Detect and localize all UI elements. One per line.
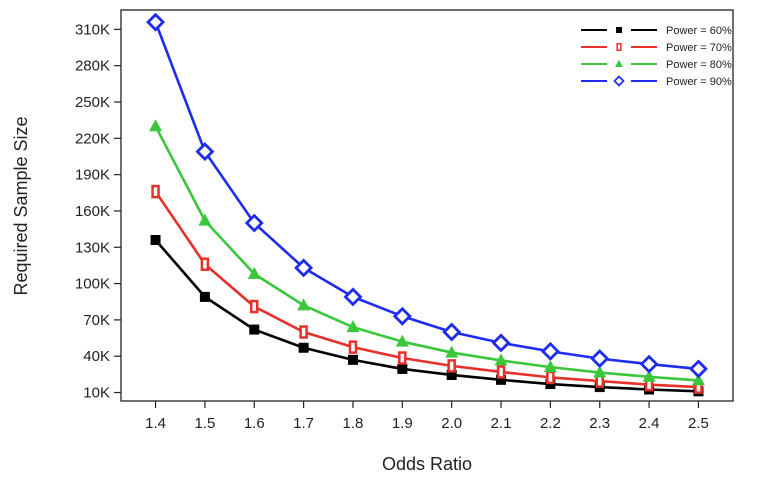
y-tick-label: 70K: [83, 312, 110, 329]
data-point: [540, 341, 560, 361]
data-point: [445, 345, 459, 358]
x-tick-label: 2.3: [589, 415, 610, 432]
legend-item: Power = 70%: [581, 41, 732, 54]
legend-item: Power = 90%: [581, 75, 732, 88]
legend-label: Power = 90%: [666, 76, 732, 88]
data-point: [398, 351, 407, 365]
x-tick-label: 1.6: [244, 415, 265, 432]
legend-marker: [616, 42, 622, 52]
legend-item: Power = 80%: [581, 58, 732, 71]
x-tick-label: 2.5: [688, 415, 709, 432]
data-point: [491, 333, 511, 353]
data-point: [244, 213, 264, 233]
legend-item: Power = 60%: [581, 24, 732, 37]
data-point: [392, 306, 412, 326]
series-4: [146, 12, 708, 379]
series-line: [154, 190, 699, 389]
y-tick-label: 250K: [75, 94, 110, 111]
data-point: [195, 142, 215, 162]
x-tick-label: 2.1: [491, 415, 512, 432]
y-axis: 10K 40K 70K 100K 130K 160K 190K 220K 250K 280K 310…: [75, 21, 121, 402]
legend-label: Power = 60%: [666, 25, 732, 37]
data-point: [294, 258, 314, 278]
x-axis-title: Odds Ratio: [382, 454, 472, 474]
data-point: [348, 340, 358, 354]
data-point: [250, 299, 259, 314]
data-point: [249, 324, 260, 335]
legend-marker: [615, 59, 623, 67]
legend-label: Power = 80%: [666, 59, 732, 71]
series-line: [154, 125, 699, 382]
x-tick-label: 1.7: [293, 415, 314, 432]
data-point: [395, 334, 409, 347]
data-point: [494, 353, 508, 366]
data-point: [691, 373, 705, 386]
y-tick-label: 10K: [83, 385, 110, 402]
plot-frame: [120, 9, 734, 402]
x-tick-label: 2.0: [441, 415, 462, 432]
data-point: [150, 235, 161, 245]
x-tick-label: 1.5: [194, 415, 215, 432]
y-axis-title: Required Sample Size: [11, 116, 31, 295]
data-point: [149, 119, 163, 132]
x-tick-label: 1.9: [392, 415, 413, 432]
data-point: [496, 365, 506, 379]
data-point: [347, 354, 358, 365]
x-axis: 1.4 1.5 1.6 1.7 1.8 1.9 2.0 2.1 2.2 2.3 2.4 2.5: [145, 401, 709, 432]
series-line: [154, 239, 699, 393]
legend-marker: [613, 75, 625, 87]
x-tick-label: 2.2: [540, 415, 561, 432]
data-point: [642, 369, 656, 382]
data-point: [447, 359, 456, 373]
data-point: [593, 365, 607, 378]
series-1: [150, 235, 704, 397]
data-point: [343, 287, 363, 307]
y-tick-label: 40K: [83, 348, 110, 365]
series-2: [151, 184, 703, 394]
series-3: [149, 119, 705, 386]
data-point: [299, 325, 308, 339]
y-tick-label: 160K: [75, 203, 110, 220]
data-point: [496, 374, 507, 385]
y-tick-label: 130K: [75, 239, 110, 256]
data-point: [688, 359, 708, 379]
x-tick-label: 1.4: [145, 415, 166, 432]
legend-label: Power = 70%: [666, 42, 732, 54]
data-point: [546, 370, 555, 385]
y-tick-label: 190K: [75, 167, 110, 184]
data-point: [446, 369, 457, 380]
data-point: [247, 266, 261, 279]
data-point: [442, 322, 462, 342]
y-tick-label: 220K: [75, 130, 110, 147]
y-tick-label: 310K: [75, 21, 110, 38]
data-point: [298, 342, 309, 353]
data-point: [639, 354, 659, 374]
series-layer: [146, 12, 708, 397]
data-point: [346, 320, 360, 333]
data-point: [200, 257, 210, 271]
data-point: [590, 349, 610, 369]
x-tick-label: 1.8: [343, 415, 364, 432]
legend: Power = 60% Power = 70% Power = 80% Power =…: [581, 24, 732, 88]
data-point: [199, 291, 210, 302]
data-point: [146, 12, 166, 32]
x-tick-label: 2.4: [639, 415, 660, 432]
legend-marker: [616, 27, 622, 33]
data-point: [151, 184, 160, 199]
data-point: [543, 360, 557, 373]
y-tick-label: 280K: [75, 58, 110, 75]
data-point: [297, 298, 311, 311]
data-point: [397, 363, 408, 374]
y-tick-label: 100K: [75, 276, 110, 293]
data-point: [198, 213, 212, 226]
